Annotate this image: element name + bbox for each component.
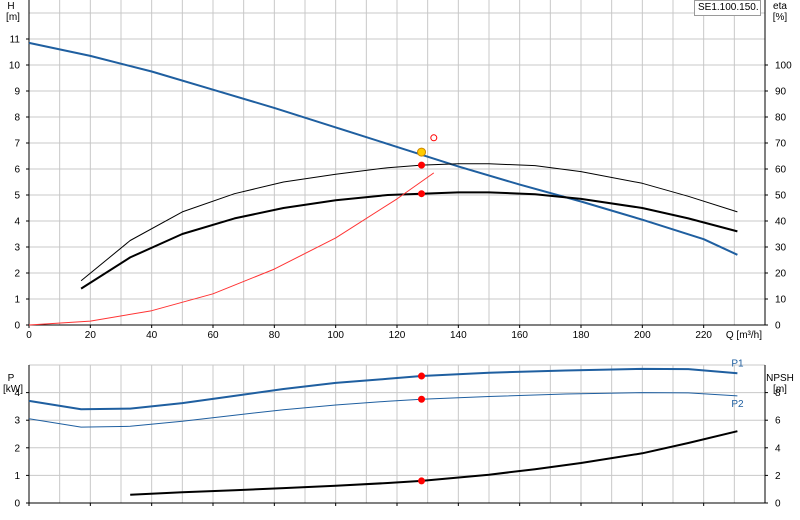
- y-tick-label-right: 30: [775, 243, 787, 254]
- x-tick-label: 140: [450, 330, 467, 341]
- duty-point: [418, 372, 426, 380]
- y-tick-label-right: 0: [775, 321, 781, 332]
- y-tick-label-left: 1: [14, 295, 20, 306]
- y-axis-title-right: eta: [773, 1, 787, 12]
- y-tick-label-left: 4: [14, 388, 20, 399]
- y-tick-label-left: 10: [9, 61, 21, 72]
- y-tick-label-left: 4: [14, 217, 20, 228]
- y-tick-label-right: 6: [775, 416, 781, 427]
- y-tick-label-left: 8: [14, 113, 20, 124]
- power-npsh-panel: 0 1 2 3 4 0 2 4 6 8 P[kW] NPSH[m] P1 P2: [3, 358, 794, 509]
- y-axis-unit-right: [m]: [773, 384, 787, 395]
- y-tick-label-right: 10: [775, 295, 787, 306]
- y-tick-label-left: 2: [14, 269, 20, 280]
- x-tick-label: 180: [573, 330, 590, 341]
- y-tick-label-left: 11: [10, 35, 21, 46]
- x-tick-label: 120: [389, 330, 406, 341]
- series-line-3: [80, 191, 738, 290]
- x-tick-label: 40: [146, 330, 158, 341]
- y-tick-label-right: 20: [775, 269, 787, 280]
- duty-point: [418, 477, 426, 485]
- x-tick-label: 80: [269, 330, 281, 341]
- y-tick-label-left: 5: [14, 191, 20, 202]
- y-tick-label-right: 4: [775, 443, 781, 454]
- duty-point: [418, 395, 426, 403]
- x-tick-label: 220: [695, 330, 712, 341]
- series-line-4: [28, 172, 435, 326]
- series-line-p2: [28, 392, 738, 428]
- duty-point: [417, 147, 427, 157]
- y-tick-label-left: 3: [14, 243, 20, 254]
- x-tick-label: 60: [207, 330, 219, 341]
- y-axis-title-left: H: [7, 1, 14, 12]
- x-tick-label: 0: [26, 330, 32, 341]
- y-axis-title-left: P: [8, 373, 15, 384]
- series-line-3: [130, 430, 738, 496]
- y-tick-label-right: 100: [775, 61, 792, 72]
- y-tick-label-left: 6: [14, 165, 20, 176]
- y-tick-label-right: 40: [775, 217, 787, 228]
- y-tick-label-right: 50: [775, 191, 787, 202]
- x-tick-label: 200: [634, 330, 651, 341]
- y-tick-label-left: 2: [14, 443, 20, 454]
- y-tick-label-left: 9: [14, 87, 20, 98]
- y-tick-label-right: 90: [775, 87, 787, 98]
- x-tick-label: 160: [511, 330, 528, 341]
- head-efficiency-panel: 0 1 2 3 4 5 6 7 8 9 10 11 0 10 20 30 40 50 60 70 80 90 100 0 20 4…: [6, 0, 792, 341]
- y-tick-label-left: 3: [14, 416, 20, 427]
- y-tick-label-right: 8: [775, 388, 781, 399]
- y-axis-unit-left: [kW]: [3, 384, 23, 395]
- duty-point: [430, 134, 438, 142]
- x-axis-label: Q [m³/h]: [726, 330, 762, 341]
- y-tick-label-right: 2: [775, 471, 781, 482]
- series-line-p1: [28, 367, 738, 411]
- x-tick-label: 20: [85, 330, 97, 341]
- y-tick-label-left: 1: [14, 471, 20, 482]
- model-label: SE1.100.150.: [694, 0, 761, 16]
- y-tick-label-right: 70: [775, 139, 787, 150]
- y-tick-label-left: 0: [14, 321, 20, 332]
- y-axis-unit-left: [m]: [6, 12, 20, 23]
- y-axis-title-right: NPSH: [766, 373, 794, 384]
- y-tick-label-right: 80: [775, 113, 787, 124]
- y-tick-label-right: 60: [775, 165, 787, 176]
- x-tick-label: 100: [327, 330, 344, 341]
- duty-point: [418, 161, 426, 169]
- series-label-p1: P1: [731, 358, 744, 369]
- series-label-p2: P2: [731, 399, 744, 410]
- y-axis-unit-right: [%]: [773, 12, 788, 23]
- series-line-1: [28, 41, 738, 256]
- series-line-2: [80, 163, 738, 282]
- y-tick-label-left: 0: [14, 499, 20, 510]
- y-tick-label-left: 7: [14, 139, 20, 150]
- y-tick-label-right: 0: [775, 499, 781, 510]
- duty-point: [418, 190, 426, 198]
